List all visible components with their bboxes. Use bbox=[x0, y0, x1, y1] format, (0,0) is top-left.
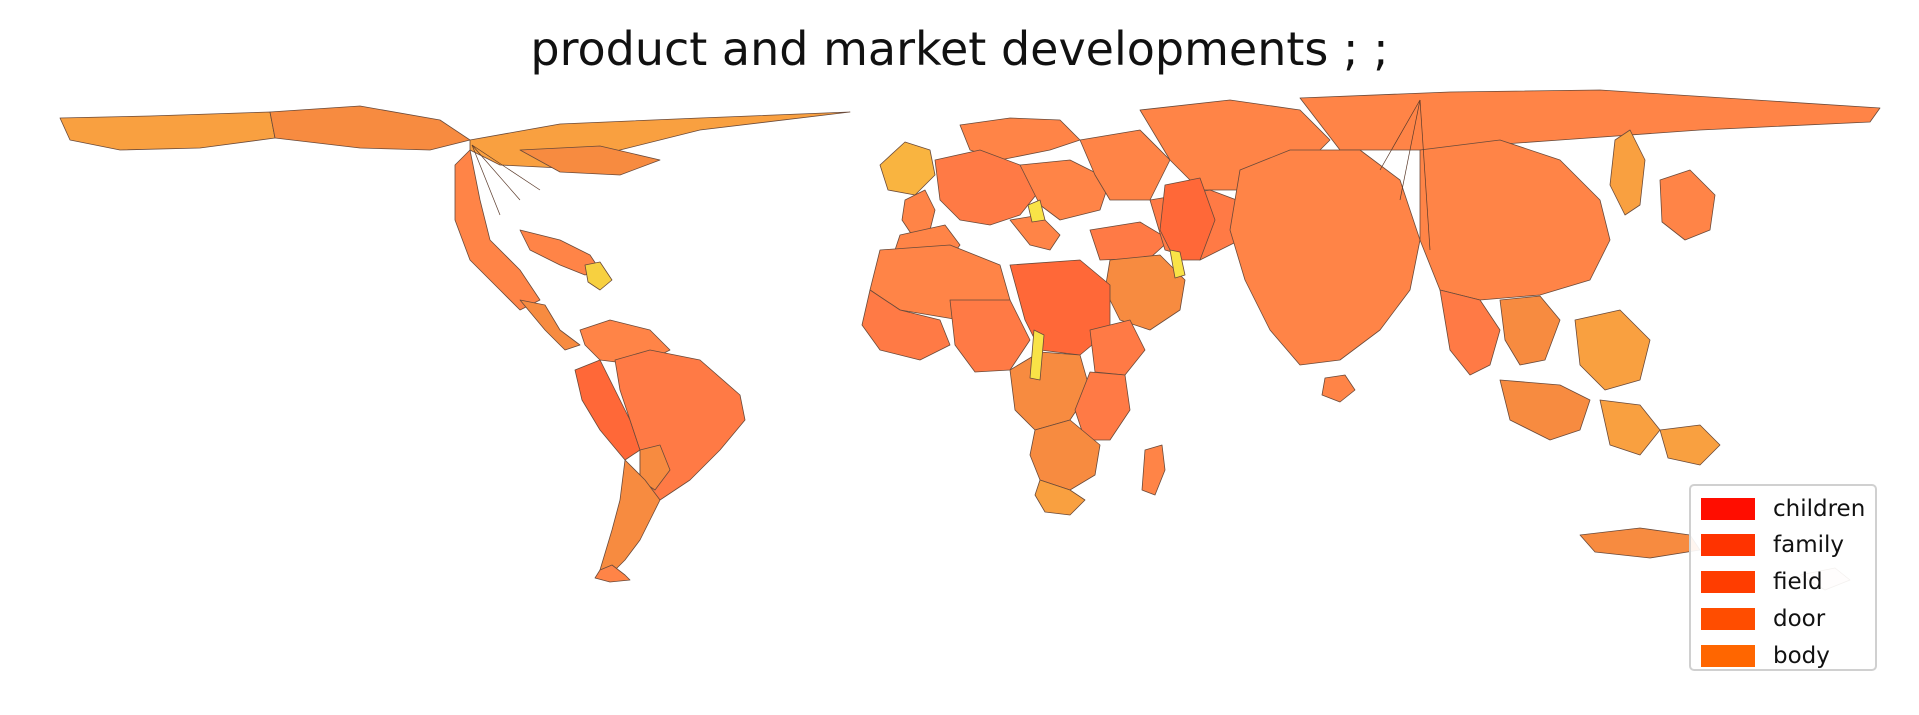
region-india bbox=[1229, 149, 1421, 366]
legend-label-family: family bbox=[1773, 532, 1844, 558]
legend-swatch-door bbox=[1701, 608, 1755, 630]
region-pakistan bbox=[1159, 177, 1216, 261]
region-greenland-strip bbox=[519, 145, 661, 176]
legend-item-family: family bbox=[1701, 532, 1844, 558]
map-title: product and market developments ; ; bbox=[530, 22, 1389, 76]
region-greece-yellow bbox=[1027, 199, 1046, 223]
legend-swatch-children bbox=[1701, 498, 1755, 520]
region-iceland bbox=[879, 141, 936, 196]
region-south-africa bbox=[1034, 479, 1086, 516]
region-australia-strip bbox=[1579, 527, 1701, 559]
region-patagonia bbox=[594, 564, 631, 583]
legend-item-children: children bbox=[1701, 496, 1866, 522]
legend-item-door: door bbox=[1701, 606, 1826, 632]
region-southeast-asia bbox=[1439, 289, 1501, 376]
region-papua bbox=[1659, 424, 1721, 466]
region-indonesia-east bbox=[1599, 399, 1661, 456]
region-arabia-yellow bbox=[1169, 249, 1186, 279]
region-japan bbox=[1659, 169, 1716, 241]
legend-label-children: children bbox=[1773, 496, 1866, 522]
legend: children family field door body bbox=[1689, 484, 1877, 671]
legend-label-field: field bbox=[1773, 569, 1823, 595]
legend-swatch-family bbox=[1701, 534, 1755, 556]
region-nigeria bbox=[949, 299, 1031, 373]
region-southern-africa bbox=[1029, 419, 1101, 491]
region-turkey bbox=[1089, 221, 1171, 261]
legend-item-body: body bbox=[1701, 643, 1830, 669]
region-sri-lanka bbox=[1321, 374, 1356, 403]
region-mexico bbox=[454, 149, 541, 311]
region-north-america-strip bbox=[269, 105, 471, 151]
region-china bbox=[1419, 139, 1611, 301]
region-ethiopia bbox=[1089, 319, 1146, 376]
legend-swatch-body bbox=[1701, 645, 1755, 667]
region-central-america bbox=[519, 299, 581, 351]
region-indonesia-west bbox=[1499, 379, 1591, 441]
region-philippines bbox=[1574, 309, 1651, 391]
legend-label-body: body bbox=[1773, 643, 1830, 669]
region-madagascar bbox=[1141, 444, 1166, 496]
region-caribbean-yellow bbox=[584, 261, 613, 291]
region-russia-east bbox=[1299, 89, 1881, 151]
region-east-africa bbox=[1074, 371, 1131, 441]
region-yellow-channel bbox=[1029, 329, 1045, 381]
region-western-europe bbox=[934, 149, 1041, 226]
region-indochina bbox=[1499, 295, 1561, 366]
region-korea bbox=[1609, 129, 1646, 216]
legend-label-door: door bbox=[1773, 606, 1826, 632]
region-west-africa bbox=[861, 289, 951, 361]
legend-swatch-field bbox=[1701, 571, 1755, 593]
region-arctic-west bbox=[59, 111, 276, 151]
legend-item-field: field bbox=[1701, 569, 1823, 595]
region-argentina-chile bbox=[599, 459, 661, 576]
